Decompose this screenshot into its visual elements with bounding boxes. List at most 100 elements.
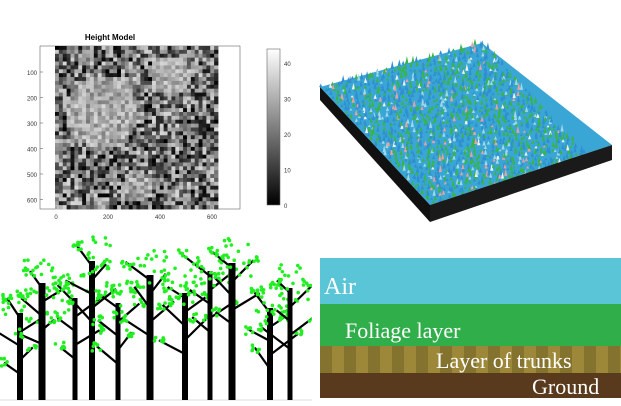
height-cell [74,197,79,202]
surface-spike [457,154,461,162]
height-cell [120,88,126,93]
height-cell [86,111,91,117]
surface-spike [492,50,497,59]
height-cell [198,69,203,74]
surface-spike [483,148,488,155]
foliage-leaf [69,294,74,298]
height-cell [148,96,153,101]
foliage-leaf [136,256,140,261]
height-cell [66,104,71,109]
surface-spike [461,75,465,82]
surface-spike [411,55,415,64]
surface-spike [428,88,432,95]
height-cell [82,100,87,105]
height-cell [202,135,207,140]
height-cell [186,88,192,93]
surface-spike [336,101,340,104]
surface-spike [369,129,374,136]
height-cell [140,170,145,175]
surface-spike [436,177,440,185]
height-cell [136,146,141,152]
surface-spike [461,155,465,160]
height-cell [210,135,215,140]
height-cell [152,170,157,175]
height-cell [58,111,64,117]
height-cell [109,84,114,90]
surface-spike [371,126,375,132]
height-cell [82,123,87,128]
foliage-leaf [191,280,196,285]
surface-spike [474,73,478,79]
surface-spike [389,132,394,138]
surface-spike [563,144,568,151]
height-cell [113,104,118,109]
foliage-leaf [139,300,144,305]
height-cell [202,154,207,159]
height-cell [58,201,64,206]
foliage-leaf [118,304,123,308]
height-cell [97,73,102,78]
x-tick-label: 200 [103,215,114,221]
height-cell [113,61,118,66]
height-cell [105,96,110,101]
height-cell [97,197,102,202]
height-cell [190,69,196,74]
surface-spike [366,131,371,137]
height-cell [132,65,137,70]
surface-spike [471,48,475,51]
foliage-leaf [32,289,36,294]
height-cell [202,100,207,105]
height-cell [101,201,106,206]
height-cell [163,111,168,117]
height-cell [93,143,99,148]
foliage-leaf [47,288,52,293]
surface-spike [415,128,419,134]
surface-spike [424,86,428,91]
foliage-leaf [268,285,273,290]
height-cell [109,100,114,105]
height-cell [202,177,207,183]
height-cell [155,53,161,59]
height-cell [171,162,176,167]
height-cell [89,108,95,113]
height-cell [152,84,157,90]
height-cell [93,96,99,101]
height-cell [136,65,141,70]
surface-spike [405,56,409,64]
foliage-leaf [87,271,92,276]
height-cell [190,65,196,70]
height-cell [93,73,99,78]
surface-spike [472,61,476,67]
height-cell [124,158,130,163]
surface-spike [494,124,498,131]
height-cell [214,53,219,59]
surface-spike [414,55,418,63]
height-cell [70,150,75,156]
height-cell [62,104,68,109]
height-cell [101,127,106,132]
foliage-leaf [120,261,124,265]
foliage-leaf [155,306,160,311]
height-cell [117,57,122,62]
height-cell [163,143,168,148]
surface-spike [469,100,473,105]
height-cell [155,61,161,66]
height-cell [113,108,118,113]
tree-branch [0,332,21,347]
height-cell [55,100,60,105]
height-cell [183,80,188,86]
height-cell [183,123,188,128]
surface-spike [407,130,411,135]
foliage-leaf [273,307,277,312]
surface-spike [467,148,471,153]
foliage-leaf [184,255,188,260]
height-cell [55,69,60,74]
height-cell [190,166,196,171]
surface-spike [437,171,441,178]
height-cell [58,73,64,78]
surface-spike [530,125,534,131]
trunk-stripe [608,346,620,373]
surface-spike [450,185,454,192]
height-cell [148,104,153,109]
surface-spike [440,107,444,115]
